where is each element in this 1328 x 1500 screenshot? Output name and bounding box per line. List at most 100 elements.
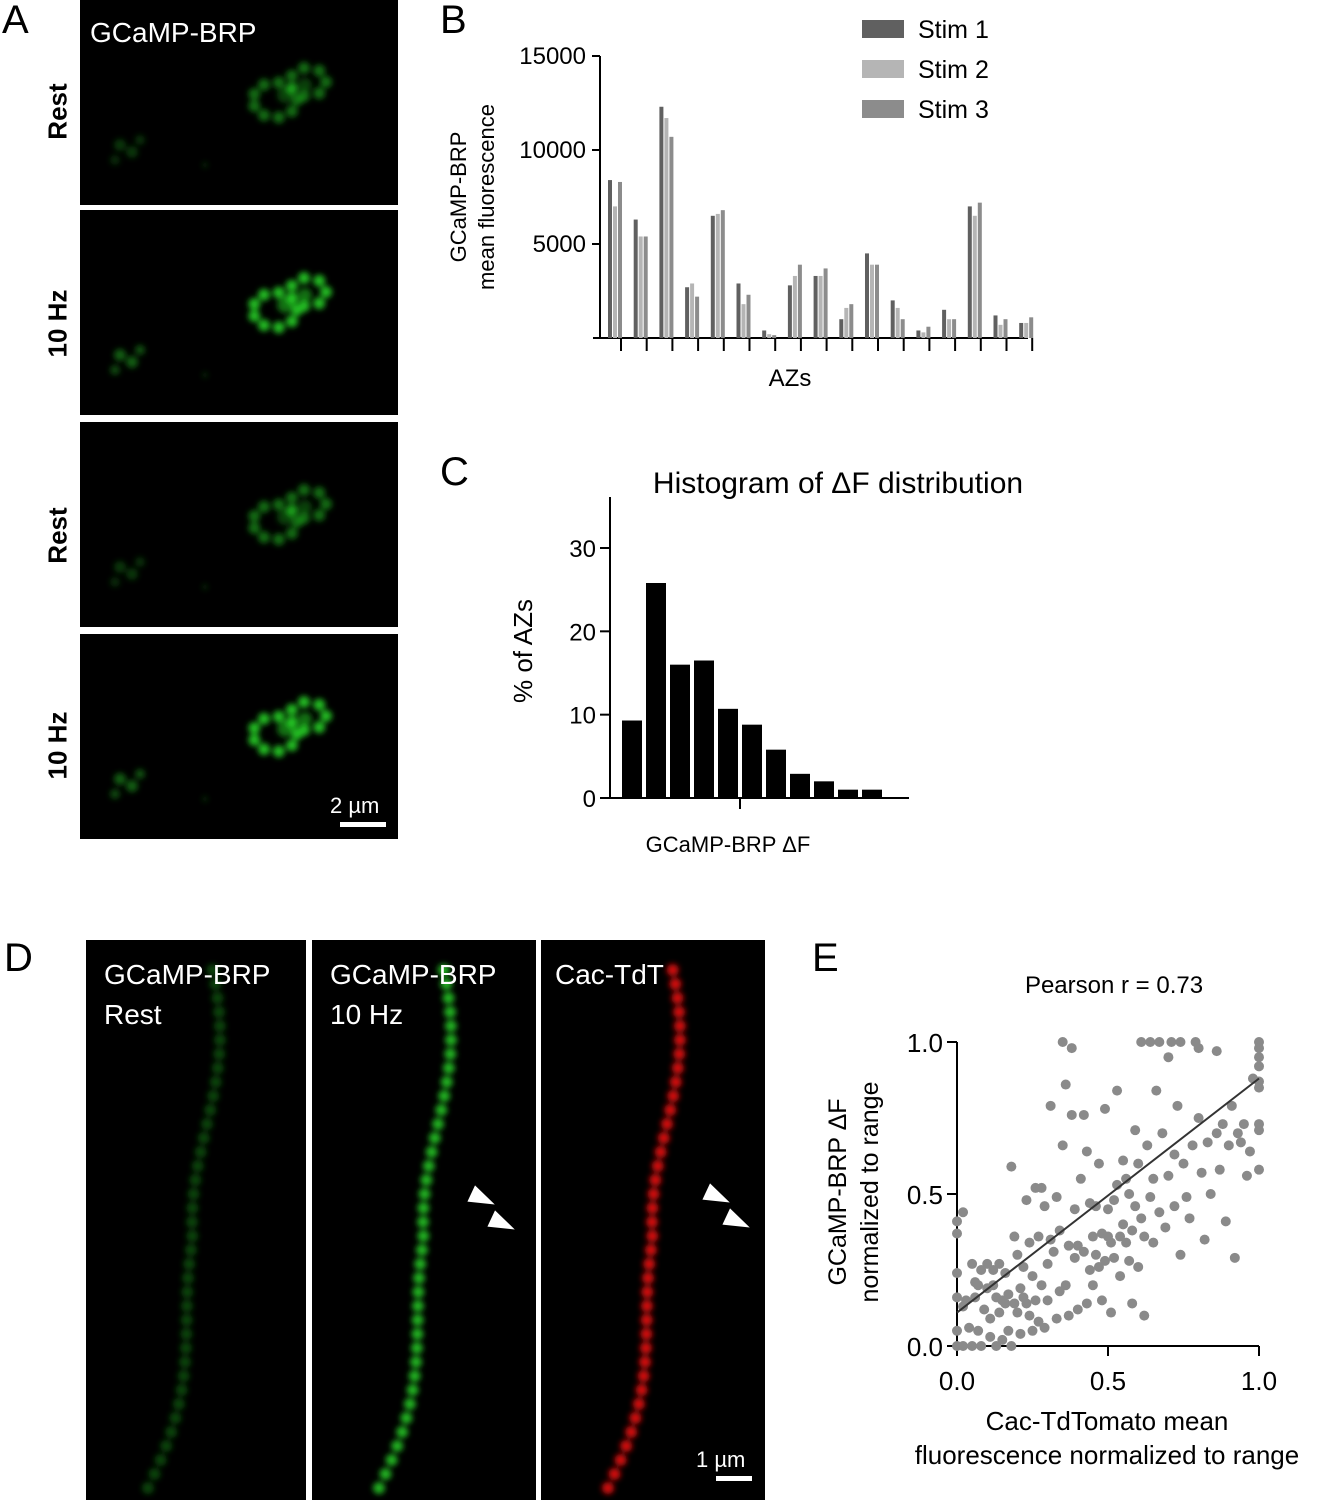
panel-a-image-3-puncta (126, 568, 138, 580)
panel-a-image-3-puncta (277, 509, 293, 525)
panel-d-image-10hz-puncta (417, 1202, 430, 1214)
chart-b-bar-stim3 (875, 264, 879, 338)
chart-b-bar-stim1 (633, 219, 638, 338)
panel-d-image-cac-puncta (651, 1160, 664, 1172)
chart-e-point (1033, 1231, 1044, 1242)
row-label-rest-1: Rest (42, 83, 73, 140)
panel-a-image-3-puncta (248, 522, 261, 535)
chart-e-point (1069, 1204, 1080, 1215)
chart-e-point (991, 1341, 1002, 1351)
chart-b-legend-label: Stim 3 (918, 96, 989, 124)
panel-letter-a: A (2, 0, 29, 42)
chart-e-point (1045, 1100, 1056, 1111)
panel-d-image-rest-puncta (211, 992, 224, 1004)
panel-d-image-10hz-puncta (432, 1118, 445, 1130)
chart-e-point (1127, 1298, 1138, 1309)
panel-a-image-2-puncta (297, 300, 310, 313)
panel-d-image-10hz-puncta (415, 1244, 428, 1256)
chart-c-bar (622, 720, 642, 798)
panel-d-image-rest-puncta (186, 1230, 199, 1242)
chart-e-point (1021, 1298, 1032, 1309)
panel-a-image-2-puncta (313, 297, 326, 310)
panel-d-image-cac-puncta (654, 1146, 667, 1158)
panel-d-image-10hz-puncta (410, 1342, 423, 1354)
panel-a-image-2-puncta (285, 315, 298, 328)
chart-e-point (1199, 1234, 1210, 1245)
panel-d-image-10hz-puncta (379, 1468, 392, 1480)
chart-e-point (1106, 1237, 1117, 1248)
chart-b-bar-stim1 (787, 285, 792, 338)
panel-d-image-cac-puncta (669, 1076, 682, 1088)
panel-a-image-4-puncta (313, 698, 326, 711)
chart-b-legend-swatch (862, 20, 904, 38)
panel-d-image-cac-puncta (647, 1188, 660, 1200)
panel-d-image-cac-puncta (629, 1412, 642, 1424)
panel-a-image-2-puncta (248, 297, 261, 310)
panel-d-image-10hz-puncta (440, 978, 453, 990)
panel-a-image-2-puncta (298, 288, 312, 302)
chart-e-title: Pearson r = 0.73 (1025, 972, 1203, 999)
chart-b-bar-stim3 (772, 335, 777, 338)
chart-e-point (1166, 1037, 1177, 1047)
chart-e-point (1145, 1037, 1156, 1047)
panel-d-image-rest (86, 940, 306, 1500)
panel-a-image-4-puncta (114, 773, 126, 785)
chart-b-legend-label: Stim 1 (918, 16, 989, 44)
panel-a-image-1-puncta (297, 90, 310, 103)
panel-a-image-1-puncta (320, 76, 332, 88)
panel-d-image-rest-puncta (165, 1426, 178, 1438)
chart-e-point (1181, 1192, 1192, 1203)
panel-d-image-rest-puncta (180, 1314, 193, 1326)
panel-d-image-rest-puncta (211, 1062, 224, 1074)
panel-a-image-1-puncta (258, 109, 270, 122)
chart-e-point (1027, 1271, 1038, 1282)
chart-e-point (1063, 1240, 1074, 1251)
panel-a-image-3-puncta (258, 531, 270, 544)
chart-e-point (979, 1304, 990, 1315)
chart-b-bar-stim2 (690, 283, 695, 338)
chart-b-bar-stim1 (1019, 322, 1024, 338)
chart-e-point (1075, 1173, 1086, 1184)
chart-e-point (1048, 1246, 1059, 1257)
chart-e-point (1235, 1137, 1246, 1148)
chart-e-point (1169, 1201, 1180, 1212)
chart-b-bar-stim3 (952, 319, 957, 338)
chart-b-bar-stim3 (900, 319, 905, 338)
panel-d-image-10hz-puncta (440, 1076, 453, 1088)
panel-a-image-1-puncta (114, 139, 126, 151)
chart-e-point (1006, 1341, 1017, 1351)
panel-d-image-10hz-puncta (396, 1426, 409, 1438)
chart-e-point (1081, 1298, 1092, 1309)
chart-e-point (982, 1258, 993, 1269)
panel-a-image-3-puncta (202, 584, 208, 590)
panel-a-image-2-puncta (126, 356, 138, 368)
chart-c: Histogram of ΔF distribution 0 10 20 30 GCaMP… (508, 467, 1023, 857)
chart-e-point (997, 1334, 1008, 1345)
panel-a-image-4-puncta (126, 780, 138, 792)
chart-e-point (952, 1292, 962, 1303)
panel-a-image-1-puncta (297, 61, 310, 74)
chart-e-point (1115, 1231, 1126, 1242)
chart-e-point (973, 1280, 984, 1291)
chart-b-bar-stim3 (1003, 319, 1008, 338)
panel-d-image-10hz-puncta (438, 1090, 451, 1102)
panel-d-image-cac (541, 940, 765, 1500)
chart-b-bar-stim3 (669, 136, 674, 338)
chart-e-point (1238, 1119, 1249, 1130)
chart-e-xlabel-line: Cac-TdTomato mean (986, 1406, 1229, 1436)
chart-e-point (1163, 1170, 1174, 1181)
panel-a-image-4 (80, 634, 398, 839)
chart-e-point (1087, 1280, 1098, 1291)
panel-d-image-cac-puncta (661, 1118, 674, 1130)
chart-b-bar-stim1 (967, 206, 972, 338)
panel-d-image-cac-puncta (641, 1286, 654, 1298)
chart-e-point (985, 1331, 996, 1342)
chart-e-point (1051, 1192, 1062, 1203)
chart-e-point (1033, 1316, 1044, 1327)
panel-d-image-cac-puncta (673, 1006, 686, 1018)
chart-b-bar-stim1 (659, 106, 664, 338)
panel-d-image-cac-puncta (646, 1202, 659, 1214)
chart-e-point (1009, 1298, 1020, 1309)
panel-a-image-2-puncta (202, 372, 208, 378)
panel-d-image-10hz-puncta (412, 1286, 425, 1298)
